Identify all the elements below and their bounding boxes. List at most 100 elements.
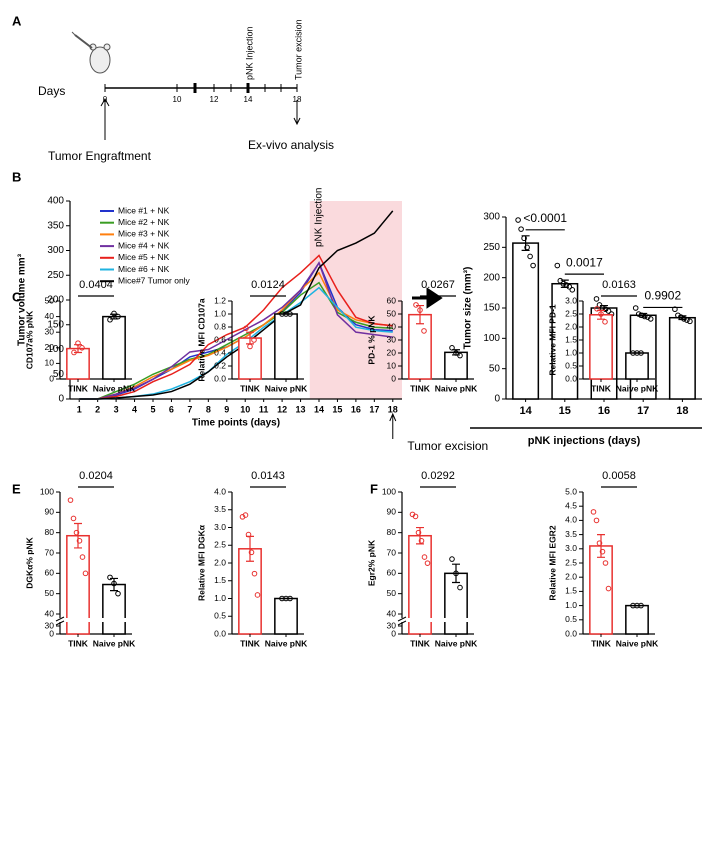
y-tick-label: 60 [387,568,397,578]
bar [102,315,126,380]
p-value: 0.9902 [644,289,681,303]
y-tick-label: 400 [47,196,64,207]
x-tick-label: 15 [559,405,571,417]
x-tick-label: 16 [598,405,610,417]
x-tick-label: TINK [68,638,89,648]
y-tick-label: 0 [391,373,396,383]
arrow [412,287,443,309]
p-value: 0.0143 [251,470,285,482]
y-tick-label: 300 [47,245,64,256]
error-bar [110,577,118,592]
x-tick-label: Naive pNK [616,638,659,648]
p-value: 0.0292 [421,470,455,482]
y-tick-label: 1.5 [565,586,577,596]
p-value: 0.0163 [602,279,636,291]
shaded-region [309,201,402,399]
bar [589,545,613,635]
y-tick-label: 300 [483,212,500,223]
y-tick-label: 40 [45,608,55,618]
y-tick-label: 80 [387,527,397,537]
y-tick-label: 90 [45,507,55,517]
bar [274,597,298,635]
y-tick-label: 0.5 [214,611,226,621]
data-point [415,529,422,536]
error-bar [452,563,460,584]
data-point [449,345,455,351]
data-point [107,316,113,323]
x-tick-label: 18 [676,405,688,417]
y-tick-label: 10 [387,360,397,370]
y-tick-label: 0.0 [214,373,226,383]
arrow [293,100,301,126]
y-tick-label: 0.5 [565,614,577,624]
timeline-tick-label: 18 [293,95,302,104]
data-point [518,226,524,232]
y-tick-label: 2.0 [565,571,577,581]
x-tick-label: Naive pNK [93,383,136,393]
y-tick-label: 50 [387,588,397,598]
data-point [524,244,530,251]
y-tick-label: 0 [391,628,396,638]
data-point [421,554,428,560]
data-point [593,517,600,524]
timeline-tick-label: 14 [244,95,253,104]
panel-label: E [12,481,21,496]
data-point [79,345,85,351]
x-tick-label: TINK [410,638,431,648]
y-tick-label: 1.0 [565,600,577,610]
data-point [424,560,431,566]
data-point [638,312,645,319]
y-tick-label: 200 [47,295,64,306]
data-point [82,570,89,577]
y-axis-label: Egr2% pNK [366,539,376,586]
y-tick-label: 40 [45,311,55,321]
timeline-event: Ex-vivo analysis [248,138,334,152]
data-point [635,311,642,317]
y-tick-label: 2.0 [214,557,226,567]
data-point [245,531,252,538]
y-tick-label: 1.0 [214,593,226,603]
legend-label: Mice #3 + NK [118,229,170,239]
data-point [605,585,612,592]
x-tick-label: 4 [132,404,137,414]
data-point [602,319,608,325]
x-tick-label: Naive pNK [435,638,478,648]
y-tick-label: 150 [47,319,64,330]
y-tick-label: 2.0 [565,321,577,331]
y-tick-label: 90 [387,507,397,517]
y-tick-label: 5.0 [565,486,577,496]
data-point [684,317,690,323]
data-point [527,253,533,260]
y-axis-label: DGKα% pNK [24,536,34,588]
y-tick-label: 1.5 [214,575,226,585]
error-bar [74,344,82,354]
bar [668,316,696,400]
y-tick-label: 0 [58,394,64,405]
y-axis-label: Relative MFI DGKα [196,524,206,601]
y-tick-label: 100 [40,486,54,496]
y-tick-label: 70 [387,547,397,557]
data-point [457,584,463,591]
x-tick-label: 2 [95,404,100,414]
x-tick-label: TINK [591,638,612,648]
x-tick-label: 7 [187,404,192,414]
y-tick-label: 250 [483,242,500,253]
y-axis-label: PD-1 % pNK [366,315,376,365]
p-value: 0.0124 [251,279,285,291]
series-line [79,281,393,400]
y-tick-label: 150 [483,303,500,314]
y-tick-label: 20 [387,347,397,357]
panel-label: B [12,169,21,184]
x-tick-label: 5 [150,404,155,414]
y-axis-label: Relative MFI EGR2 [547,525,557,600]
y-tick-label: 70 [45,547,55,557]
y-tick-label: 30 [45,326,55,336]
x-tick-label: Naive pNK [265,383,308,393]
data-point [449,556,455,562]
y-tick-label: 4.0 [214,486,226,496]
bar [274,313,298,380]
y-tick-label: 50 [53,369,65,380]
data-point [457,352,463,359]
timeline-tick-label: 12 [210,95,219,104]
data-point [647,316,654,322]
